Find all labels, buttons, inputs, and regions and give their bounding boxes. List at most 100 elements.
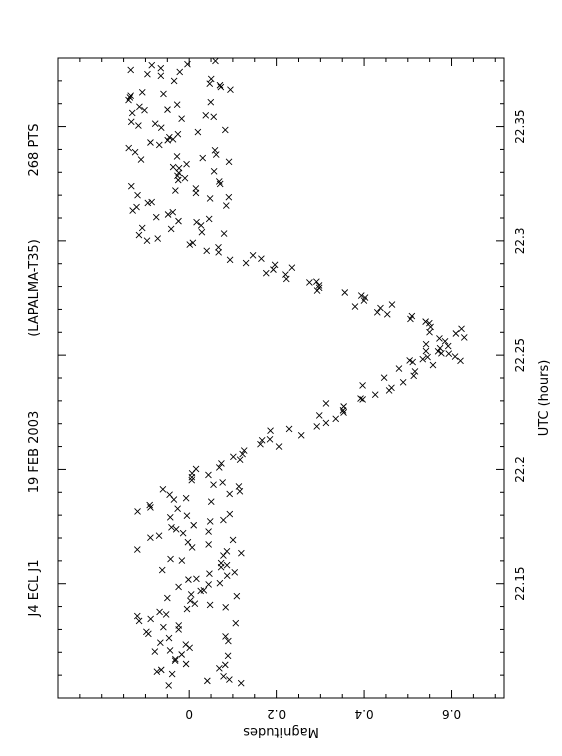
data-point-marker — [226, 490, 234, 498]
data-point-marker — [220, 516, 227, 524]
data-point-marker — [175, 622, 183, 629]
data-point-marker — [183, 160, 190, 168]
data-point-marker — [436, 335, 443, 342]
data-point-marker — [157, 666, 165, 674]
data-point-marker — [220, 552, 227, 559]
data-point-marker — [182, 494, 190, 502]
data-point-marker — [176, 68, 184, 76]
data-point-marker — [151, 648, 159, 655]
data-point-marker — [410, 372, 418, 380]
data-point-marker — [131, 148, 139, 156]
data-point-marker — [135, 231, 143, 239]
data-point-marker — [186, 597, 194, 605]
data-point-marker — [406, 357, 413, 364]
data-point-marker — [166, 133, 173, 141]
data-point-marker — [322, 400, 330, 407]
data-point-marker — [164, 211, 172, 218]
data-point-marker — [157, 639, 164, 647]
data-point-marker — [239, 450, 246, 458]
data-point-marker — [242, 259, 250, 267]
data-point-marker — [262, 269, 270, 277]
data-point-marker — [373, 308, 381, 316]
data-point-marker — [258, 437, 266, 444]
data-point-marker — [135, 617, 143, 625]
data-point-marker — [147, 534, 154, 541]
data-point-marker — [270, 266, 277, 273]
data-point-marker — [172, 525, 180, 533]
data-point-marker — [166, 491, 173, 499]
data-point-marker — [179, 529, 187, 537]
data-point-marker — [148, 61, 156, 69]
data-point-marker — [212, 57, 219, 65]
data-point-marker — [137, 156, 145, 163]
data-point-marker — [203, 247, 211, 255]
data-point-marker — [216, 579, 224, 587]
data-point-marker — [240, 447, 248, 454]
data-point-marker — [148, 198, 155, 206]
data-point-marker — [198, 228, 206, 236]
data-point-marker — [202, 111, 210, 119]
data-point-marker — [313, 287, 321, 294]
data-point-marker — [205, 215, 213, 223]
data-point-marker — [184, 538, 192, 546]
data-point-marker — [399, 378, 407, 386]
data-point-marker — [315, 282, 323, 289]
data-point-marker — [147, 139, 154, 146]
data-point-marker — [143, 628, 150, 636]
data-points — [125, 57, 468, 689]
data-point-marker — [341, 289, 349, 296]
data-point-marker — [424, 353, 431, 361]
data-point-marker — [212, 151, 220, 158]
x-tick-label: 22.2 — [513, 456, 527, 483]
data-point-marker — [171, 657, 179, 664]
y-tick-label: 0.2 — [267, 707, 286, 721]
y-tick-label: 0.6 — [442, 707, 461, 721]
data-point-marker — [128, 109, 136, 117]
data-point-marker — [395, 365, 403, 372]
data-point-marker — [192, 185, 200, 192]
data-point-marker — [205, 541, 212, 548]
data-point-marker — [306, 279, 313, 286]
data-point-marker — [190, 521, 198, 529]
data-point-marker — [230, 453, 237, 461]
data-point-marker — [444, 342, 452, 350]
data-point-marker — [340, 403, 347, 410]
data-point-marker — [315, 284, 323, 292]
data-point-marker — [357, 292, 365, 299]
data-point-marker — [313, 423, 321, 430]
data-point-marker — [193, 575, 200, 583]
data-point-marker — [282, 271, 289, 278]
data-point-marker — [226, 510, 234, 518]
data-point-marker — [359, 382, 366, 389]
data-point-marker — [156, 608, 163, 616]
data-point-marker — [178, 557, 186, 564]
data-point-marker — [143, 237, 151, 245]
data-point-marker — [170, 77, 178, 85]
data-point-marker — [127, 66, 135, 74]
data-point-marker — [275, 443, 283, 450]
data-point-marker — [197, 222, 205, 229]
data-point-marker — [236, 456, 244, 463]
data-point-marker — [408, 312, 416, 320]
data-point-marker — [460, 334, 468, 341]
data-point-marker — [172, 187, 179, 194]
data-point-marker — [285, 425, 293, 433]
tick-group: 22.15 22.2 22.25 22.3 22.35 0 0.2 0.4 0.6 — [58, 57, 527, 721]
x-tick-label: 22.25 — [513, 338, 527, 372]
data-point-marker — [422, 347, 430, 355]
data-point-marker — [223, 561, 231, 569]
data-point-marker — [351, 303, 359, 310]
data-point-marker — [126, 94, 134, 101]
data-point-marker — [155, 141, 163, 149]
data-point-marker — [207, 75, 215, 83]
data-point-marker — [220, 230, 228, 237]
data-point-marker — [205, 528, 212, 535]
data-point-marker — [189, 239, 197, 247]
data-point-marker — [191, 600, 199, 608]
data-point-marker — [222, 202, 230, 209]
data-point-marker — [153, 668, 161, 676]
data-point-marker — [182, 660, 190, 668]
x-tick-label: 22.3 — [513, 227, 527, 254]
data-point-marker — [205, 471, 212, 479]
